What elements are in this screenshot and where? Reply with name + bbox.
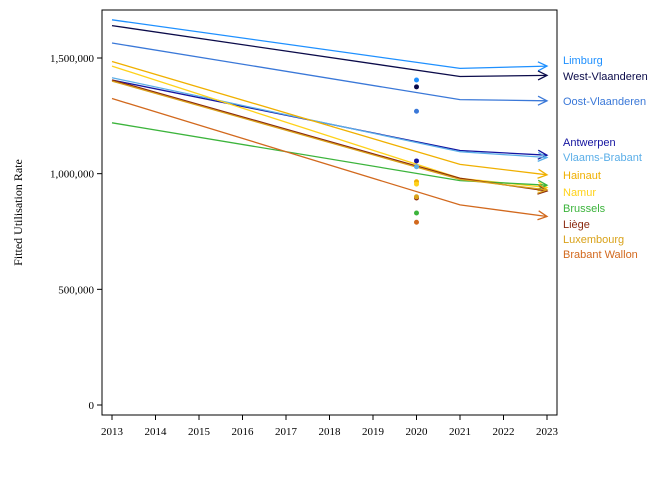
y-tick-label: 0 xyxy=(89,400,95,412)
x-tick-label: 2021 xyxy=(449,426,471,438)
x-tick-label: 2015 xyxy=(188,426,211,438)
series-arrow-2 xyxy=(537,95,549,106)
series-arrow-3 xyxy=(537,149,549,160)
legend-label: Limburg xyxy=(563,55,603,67)
series-arrow-4 xyxy=(537,151,549,162)
series-line-0 xyxy=(111,19,548,70)
x-tick-label: 2016 xyxy=(232,426,255,438)
series-arrow-7 xyxy=(537,179,549,190)
y-tick-label: 1,000,000 xyxy=(50,169,95,181)
series-line-1 xyxy=(111,24,548,78)
series-line-2 xyxy=(111,42,548,102)
point-2020-2 xyxy=(414,108,419,114)
series-line-6 xyxy=(111,65,548,189)
series-arrow-0 xyxy=(537,61,549,72)
legend-label: Brabant Wallon xyxy=(563,249,638,261)
x-tick-label: 2013 xyxy=(101,426,124,438)
series-line-5 xyxy=(111,60,548,176)
legend-label: Luxembourg xyxy=(563,234,624,246)
legend-label: Antwerpen xyxy=(563,137,616,149)
series-line-4 xyxy=(111,77,548,159)
point-2020-1 xyxy=(414,84,419,90)
series-line-8 xyxy=(111,79,548,192)
series-arrow-1 xyxy=(537,70,549,81)
legend: Limburg West-Vlaanderen Oost-Vlaanderen Ant… xyxy=(563,55,648,261)
legend-label: Vlaams-Brabant xyxy=(563,152,642,164)
legend-label: Hainaut xyxy=(563,170,601,182)
point-2020-3 xyxy=(414,158,419,164)
y-axis-title: Fitted Utilisation Rate xyxy=(11,159,25,266)
legend-label: Brussels xyxy=(563,203,606,215)
y-tick-label: 1,500,000 xyxy=(50,53,95,65)
series-arrow-10 xyxy=(537,210,549,221)
point-2020-6 xyxy=(414,181,419,187)
plot-frame xyxy=(101,9,558,416)
series-layer xyxy=(111,19,549,221)
point-2020-0 xyxy=(414,77,419,83)
legend-label: West-Vlaanderen xyxy=(563,71,648,83)
x-tick-label: 2023 xyxy=(536,426,559,438)
x-tick-label: 2022 xyxy=(493,426,515,438)
point-2020-7 xyxy=(414,210,419,216)
x-tick-label: 2018 xyxy=(319,426,342,438)
point-2020-4 xyxy=(414,164,419,170)
series-line-10 xyxy=(111,97,548,218)
point-2020-10 xyxy=(414,219,419,225)
x-tick-label: 2014 xyxy=(145,426,168,438)
point-2020-9 xyxy=(414,194,419,200)
legend-label: Namur xyxy=(563,187,596,199)
legend-label: Liège xyxy=(563,219,590,231)
y-axis: 0 500,000 1,000,000 1,500,000 xyxy=(50,53,102,412)
x-tick-label: 2017 xyxy=(275,426,298,438)
x-tick-label: 2019 xyxy=(362,426,385,438)
series-arrow-8 xyxy=(537,184,549,195)
x-axis: 2013 2014 2015 2016 2017 2018 2019 2020 2021 2022… xyxy=(101,415,559,438)
x-tick-label: 2020 xyxy=(406,426,429,438)
y-tick-label: 500,000 xyxy=(58,284,94,296)
series-arrow-9 xyxy=(537,183,549,194)
points-layer xyxy=(414,77,419,225)
series-line-9 xyxy=(111,80,548,191)
series-arrow-5 xyxy=(537,168,549,179)
series-line-7 xyxy=(111,122,548,186)
legend-label: Oost-Vlaanderen xyxy=(563,96,646,108)
